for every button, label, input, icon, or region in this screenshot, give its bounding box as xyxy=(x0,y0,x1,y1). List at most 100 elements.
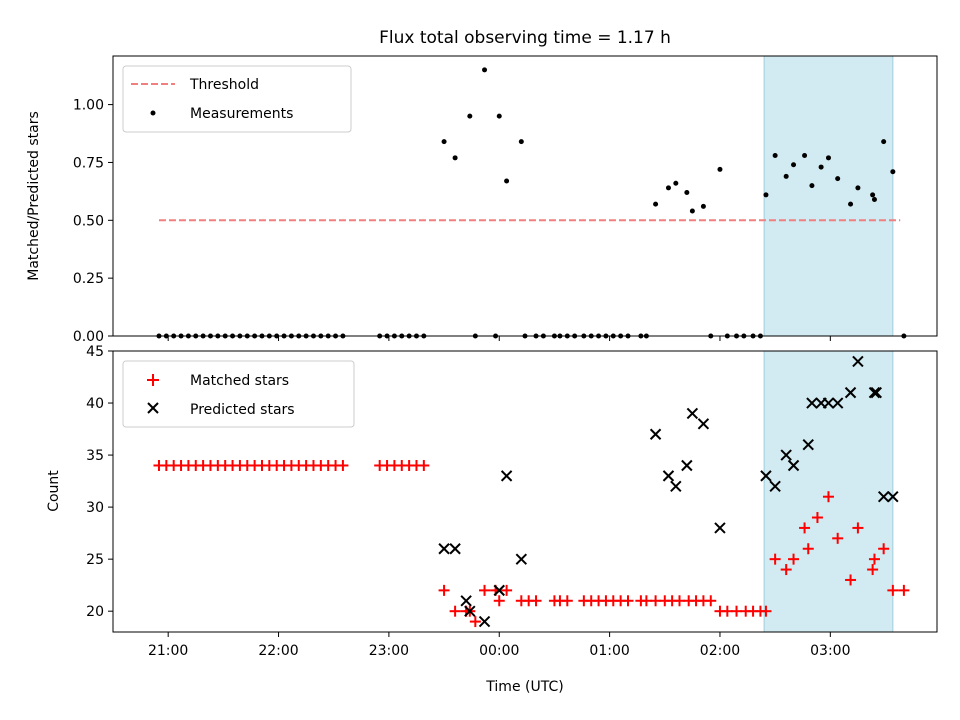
predicted-star-point xyxy=(681,459,693,472)
matched-star-point xyxy=(832,532,844,544)
bottom-y-tick-label: 25 xyxy=(86,552,104,568)
measurement-point xyxy=(802,153,808,159)
predicted-star-point xyxy=(887,490,899,503)
measurement-point xyxy=(890,169,896,175)
legend-measurements-swatch xyxy=(150,110,156,116)
matched-star-point xyxy=(622,595,634,607)
predicted-star-point xyxy=(852,355,864,368)
predicted-star-point xyxy=(822,397,835,409)
predicted-star-point xyxy=(478,615,491,628)
top-y-tick-label: 1.00 xyxy=(73,98,104,114)
predicted-star-point xyxy=(438,543,450,555)
measurement-point xyxy=(871,196,877,202)
matched-star-point xyxy=(721,605,733,617)
matched-star-point xyxy=(530,595,542,607)
predicted-star-point xyxy=(460,595,472,607)
matched-star-point xyxy=(438,584,450,596)
predicted-star-point xyxy=(877,490,890,503)
bottom-y-tick-label: 20 xyxy=(86,604,104,620)
matched-star-point xyxy=(802,543,814,555)
top-x-ticks xyxy=(167,336,831,341)
matched-star-point xyxy=(650,595,662,607)
x-tick-label: 23:00 xyxy=(369,643,409,659)
matched-star-point xyxy=(799,522,811,534)
matched-star-point xyxy=(852,522,864,534)
x-tick-label: 21:00 xyxy=(148,643,188,659)
measurement-point xyxy=(673,180,679,186)
measurement-point xyxy=(825,155,831,161)
bottom-y-axis-label: Count xyxy=(46,470,62,512)
top-y-tick-label: 0.50 xyxy=(73,213,104,229)
measurement-point xyxy=(809,183,815,189)
bottom-x-ticks: 21:00 22:00 23:00 00:00 01:00 02:00 03:00 xyxy=(148,632,851,659)
measurement-point xyxy=(763,192,769,198)
measurement-point xyxy=(772,153,778,159)
matched-star-point xyxy=(493,595,505,607)
top-axes-frame xyxy=(112,55,938,337)
predicted-star-point xyxy=(760,470,772,482)
predicted-star-point xyxy=(662,470,675,482)
matched-star-point xyxy=(868,553,880,565)
measurement-point xyxy=(504,178,510,184)
predicted-star-point xyxy=(714,522,726,534)
measurement-point xyxy=(452,155,458,161)
measurement-point xyxy=(665,185,671,191)
measurement-point xyxy=(881,139,887,145)
matched-star-point xyxy=(418,459,430,471)
predicted-star-point xyxy=(780,449,792,461)
measurement-point xyxy=(870,192,876,198)
predicted-star-point xyxy=(806,397,818,409)
matched-star-point xyxy=(760,605,772,617)
legend-predicted-label: Predicted stars xyxy=(190,402,295,418)
predicted-star-point xyxy=(493,584,505,597)
measurement-point xyxy=(783,173,789,179)
top-y-tick-label: 0.00 xyxy=(73,329,104,345)
legend-matched-swatch xyxy=(147,374,159,386)
matched-star-point xyxy=(731,605,743,617)
top-y-axis-label: Matched/Predicted stars xyxy=(26,111,42,281)
predicted-star-point xyxy=(449,543,461,555)
count-panel: 21:00 22:00 23:00 00:00 01:00 02:00 03:00 20 25… xyxy=(46,344,938,695)
matched-star-point xyxy=(640,595,652,607)
matched-star-point xyxy=(561,595,573,607)
matched-star-point xyxy=(674,595,685,607)
predicted-star-point xyxy=(802,438,814,451)
measurement-point xyxy=(818,164,824,170)
matched-star-point xyxy=(501,584,513,596)
predicted-star-point xyxy=(686,407,699,420)
matched-star-point xyxy=(769,553,781,565)
x-tick-label: 02:00 xyxy=(700,643,740,659)
predicted-star-point xyxy=(844,386,857,399)
bottom-y-tick-label: 45 xyxy=(86,344,104,360)
x-tick-label: 03:00 xyxy=(810,643,850,659)
matched-stars-points xyxy=(153,459,910,628)
measurement-point xyxy=(835,176,841,182)
predicted-star-point xyxy=(464,605,476,617)
bottom-y-tick-label: 35 xyxy=(86,448,104,464)
legend-threshold-label: Threshold xyxy=(189,77,259,93)
matched-star-point xyxy=(898,584,910,596)
measurement-point xyxy=(717,166,723,172)
matched-star-point xyxy=(845,574,857,586)
measurement-point xyxy=(482,67,488,73)
predicted-star-point xyxy=(515,553,528,565)
legend-matched-label: Matched stars xyxy=(190,373,289,389)
top-y-tick-label: 0.75 xyxy=(73,155,104,171)
matched-star-point xyxy=(479,584,491,596)
predicted-star-point xyxy=(831,397,844,409)
predicted-star-point xyxy=(670,480,682,493)
predicted-star-point xyxy=(769,480,781,493)
bottom-y-ticks: 20 25 30 35 40 45 xyxy=(86,344,113,620)
x-tick-label: 00:00 xyxy=(479,643,519,659)
measurement-point xyxy=(791,162,797,168)
x-tick-label: 01:00 xyxy=(589,643,629,659)
x-axis-label: Time (UTC) xyxy=(485,679,563,695)
predicted-star-point xyxy=(868,386,881,399)
matched-star-point xyxy=(788,553,800,565)
measurement-point xyxy=(689,208,695,214)
predicted-stars-points xyxy=(438,355,899,628)
measurement-point xyxy=(653,201,659,207)
top-y-tick-label: 0.25 xyxy=(73,271,104,287)
measurement-point xyxy=(441,139,447,145)
